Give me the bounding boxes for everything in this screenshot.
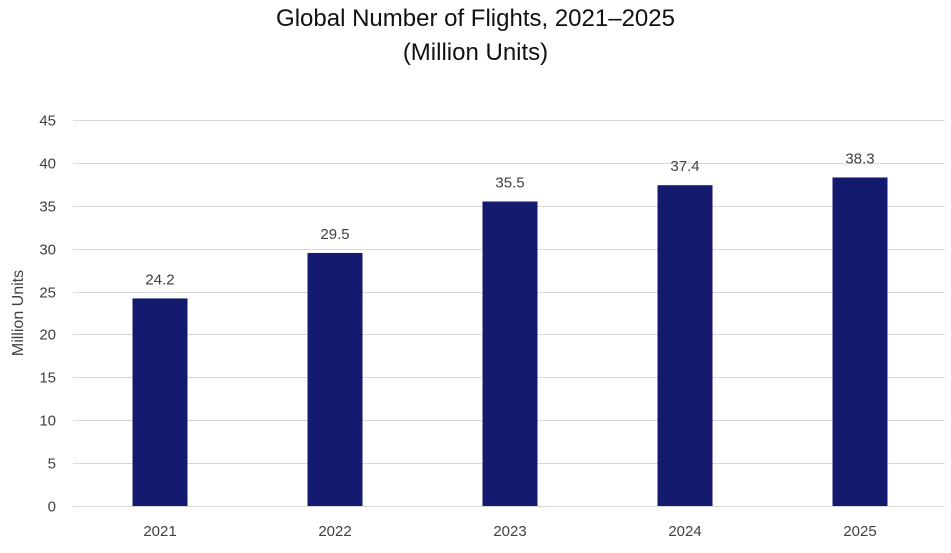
data-label-2022: 29.5 [320, 226, 349, 243]
x-tick-label: 2025 [843, 523, 876, 540]
y-axis-ticks: 0 5 10 15 20 25 30 35 40 45 [39, 113, 56, 516]
x-tick-label: 2024 [668, 523, 701, 540]
y-tick-label: 0 [48, 499, 56, 516]
y-tick-label: 15 [39, 370, 56, 387]
y-tick-label: 10 [39, 413, 56, 430]
data-label-2023: 35.5 [495, 174, 524, 191]
y-tick-label: 30 [39, 242, 56, 259]
x-tick-label: 2023 [493, 523, 526, 540]
data-label-2021: 24.2 [145, 271, 174, 288]
y-tick-label: 35 [39, 199, 56, 216]
data-labels: 24.2 29.5 35.5 37.4 38.3 [145, 150, 874, 288]
bar-2023 [482, 201, 538, 506]
bar-2021 [132, 298, 188, 506]
bar-2025 [832, 177, 888, 506]
bar-2022 [307, 252, 363, 506]
y-axis-title: Million Units [10, 270, 27, 356]
chart-title-line-1: Global Number of Flights, 2021–2025 [276, 5, 675, 32]
data-label-2024: 37.4 [670, 158, 699, 175]
y-tick-label: 45 [39, 113, 56, 130]
chart-title-line-2: (Million Units) [402, 39, 549, 66]
y-tick-label: 25 [39, 285, 56, 302]
x-tick-label: 2022 [318, 523, 351, 540]
bar-2024 [657, 185, 713, 507]
y-tick-label: 5 [48, 456, 56, 473]
y-tick-label: 40 [39, 156, 56, 173]
data-label-2025: 38.3 [845, 150, 874, 167]
bars [132, 177, 888, 507]
y-tick-label: 20 [39, 327, 56, 344]
x-axis-ticks: 2021 2022 2023 2024 2025 [143, 523, 876, 540]
x-tick-label: 2021 [143, 523, 176, 540]
